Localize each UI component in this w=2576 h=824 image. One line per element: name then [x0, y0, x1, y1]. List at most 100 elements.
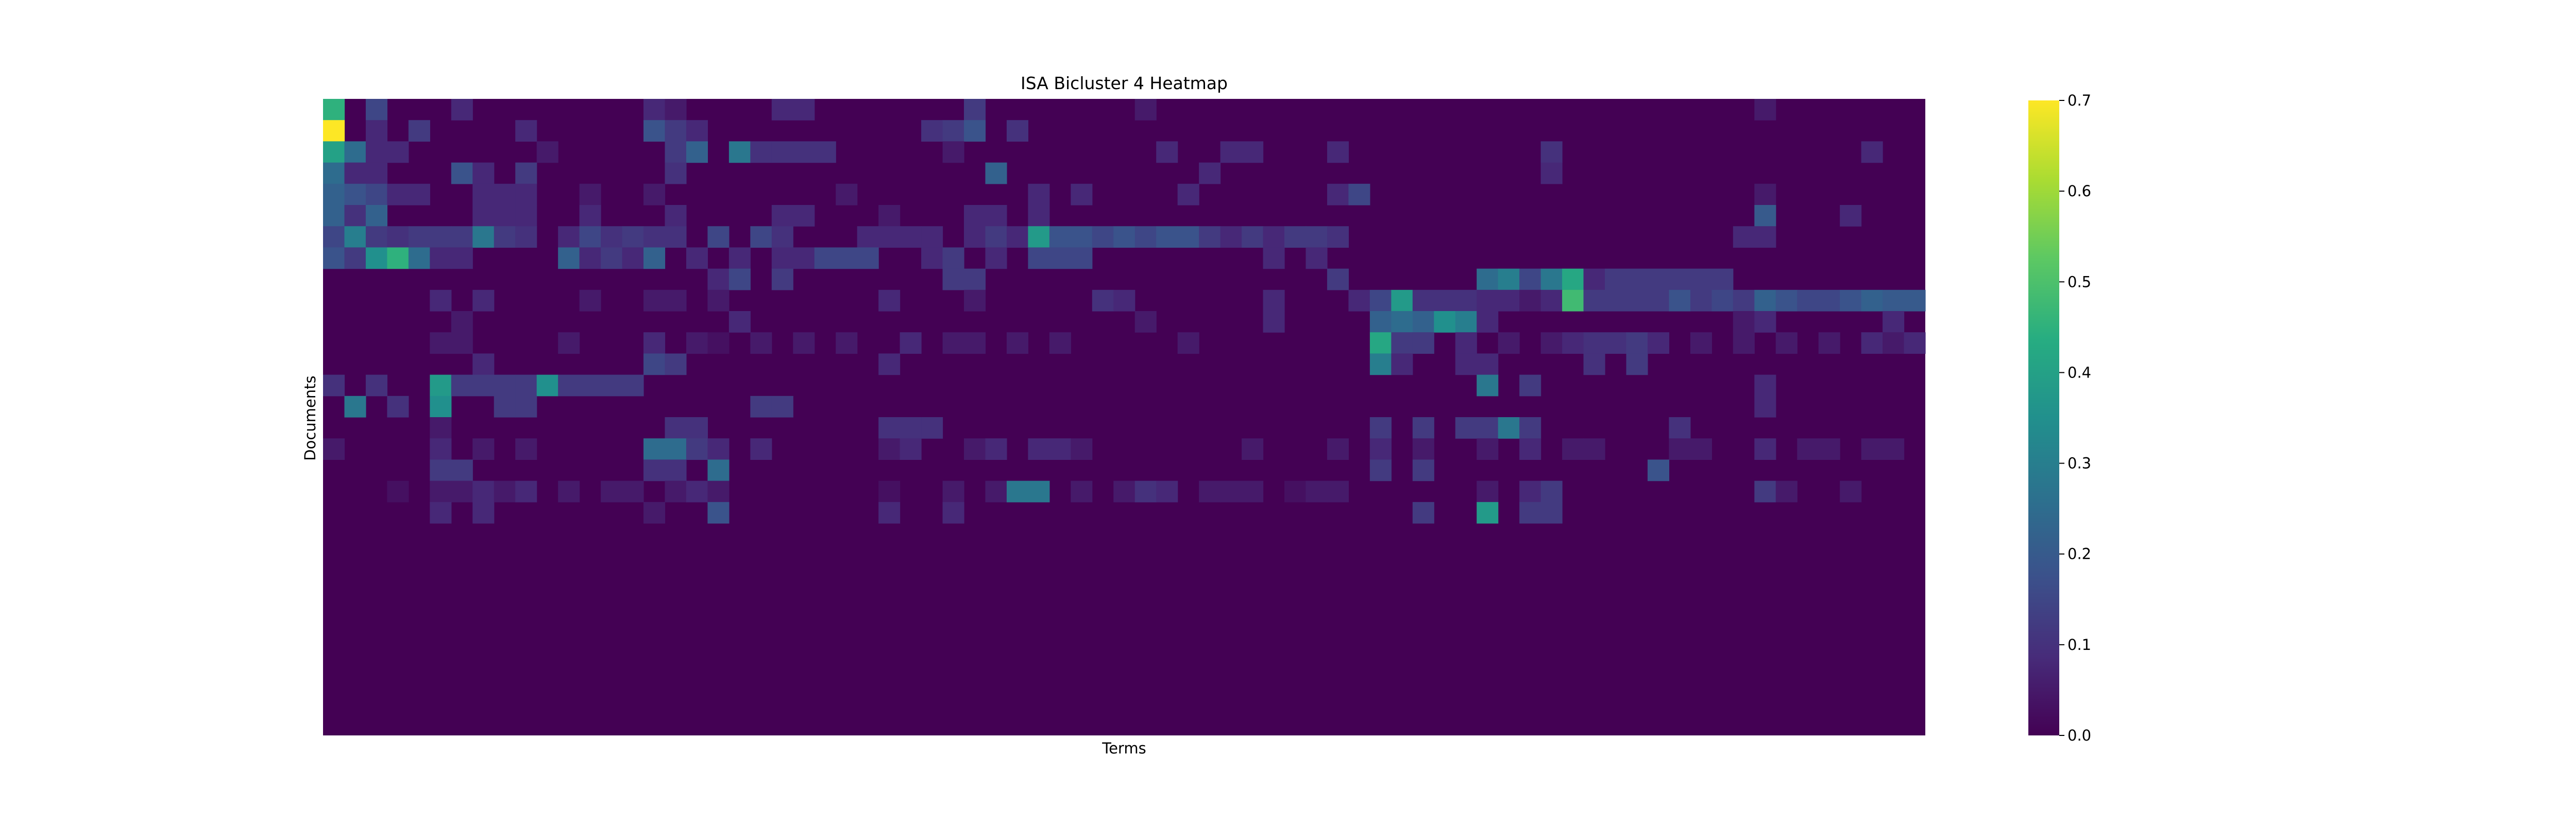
heatmap-cell: [365, 162, 387, 184]
heatmap-cell: [365, 120, 387, 142]
heatmap-cell: [707, 438, 730, 460]
heatmap-cell: [472, 183, 495, 205]
heatmap-cell: [1412, 289, 1434, 312]
heatmap-cell: [771, 268, 793, 290]
heatmap-cell: [1006, 480, 1028, 503]
heatmap-cell: [750, 438, 772, 460]
heatmap-cell: [1562, 332, 1584, 354]
heatmap-cell: [1263, 247, 1285, 269]
heatmap-cell: [1434, 289, 1456, 312]
heatmap-cell: [900, 226, 922, 248]
heatmap-cell: [1156, 141, 1178, 163]
heatmap-cell: [1156, 480, 1178, 503]
heatmap-cell: [451, 332, 473, 354]
heatmap-cell: [622, 247, 644, 269]
heatmap-cell: [1242, 480, 1264, 503]
heatmap-cell: [878, 353, 901, 375]
heatmap-cell: [558, 374, 580, 397]
heatmap-cell: [900, 417, 922, 439]
heatmap-cell: [665, 226, 687, 248]
colorbar-tick-label: 0.0: [2067, 727, 2091, 744]
heatmap-cell: [643, 247, 666, 269]
colorbar-tick-label: 0.5: [2067, 273, 2091, 290]
heatmap-cell: [472, 480, 495, 503]
heatmap-cell: [1477, 438, 1499, 460]
heatmap-cell: [1861, 438, 1883, 460]
heatmap-cell: [707, 480, 730, 503]
heatmap-cell: [1284, 226, 1307, 248]
heatmap-cell: [515, 205, 537, 227]
heatmap-cell: [323, 374, 345, 397]
heatmap-cell: [1242, 438, 1264, 460]
heatmap-cell: [643, 99, 666, 121]
heatmap-cell: [1113, 226, 1136, 248]
heatmap-cell: [472, 289, 495, 312]
heatmap-cell: [472, 374, 495, 397]
heatmap-cell: [1669, 268, 1691, 290]
heatmap-cell: [643, 289, 666, 312]
heatmap-cell: [771, 205, 793, 227]
heatmap-cell: [323, 99, 345, 121]
heatmap-cell: [857, 226, 879, 248]
heatmap-cell: [836, 332, 858, 354]
heatmap-cell: [1519, 438, 1541, 460]
heatmap-cell: [323, 120, 345, 142]
heatmap-cell: [515, 183, 537, 205]
heatmap-cell: [793, 247, 815, 269]
heatmap-cell: [878, 480, 901, 503]
heatmap-cell: [643, 353, 666, 375]
heatmap-cell: [1263, 289, 1285, 312]
heatmap-cell: [1327, 268, 1349, 290]
heatmap-cell: [451, 311, 473, 333]
heatmap-cell: [387, 141, 409, 163]
heatmap-cell: [451, 247, 473, 269]
heatmap-cell: [1498, 332, 1520, 354]
heatmap-cell: [1049, 438, 1071, 460]
heatmap-cell: [750, 226, 772, 248]
heatmap-cell: [1775, 289, 1798, 312]
heatmap-cell: [1177, 226, 1199, 248]
heatmap-cell: [622, 480, 644, 503]
heatmap-cell: [430, 438, 452, 460]
heatmap-cell: [344, 162, 366, 184]
heatmap-cell: [985, 480, 1007, 503]
heatmap-cell: [985, 247, 1007, 269]
heatmap-cell: [1477, 268, 1499, 290]
x-axis-label: Terms: [1101, 740, 1146, 757]
heatmap-cell: [536, 141, 558, 163]
heatmap-cell: [472, 353, 495, 375]
heatmap-cell: [814, 141, 836, 163]
heatmap-cell: [686, 120, 708, 142]
heatmap-cell: [1540, 502, 1563, 524]
heatmap-cell: [1690, 268, 1712, 290]
heatmap-cell: [515, 396, 537, 418]
heatmap-cell: [515, 120, 537, 142]
heatmap-cell: [1134, 226, 1157, 248]
heatmap-cell: [1711, 289, 1734, 312]
heatmap-cell: [1605, 268, 1627, 290]
heatmap-cell: [1455, 332, 1477, 354]
heatmap-cell: [707, 289, 730, 312]
heatmap-cell: [878, 205, 901, 227]
heatmap-cell: [686, 332, 708, 354]
heatmap-cell: [1242, 226, 1264, 248]
heatmap-cell: [1455, 289, 1477, 312]
heatmap-cell: [1733, 289, 1755, 312]
heatmap-cell: [1562, 438, 1584, 460]
heatmap-cell: [323, 183, 345, 205]
heatmap-cell: [964, 332, 986, 354]
heatmap-cell: [964, 226, 986, 248]
heatmap-cell: [771, 141, 793, 163]
heatmap-cell: [1391, 311, 1413, 333]
heatmap-cell: [814, 247, 836, 269]
heatmap-cell: [1498, 417, 1520, 439]
heatmap-cell: [707, 332, 730, 354]
heatmap-cell: [1754, 311, 1776, 333]
heatmap-cell: [1006, 332, 1028, 354]
heatmap-cell: [665, 99, 687, 121]
heatmap-cell: [494, 480, 516, 503]
heatmap-cell: [1327, 438, 1349, 460]
heatmap-cell: [1626, 332, 1648, 354]
heatmap-cell: [1071, 438, 1093, 460]
heatmap-cell: [665, 141, 687, 163]
